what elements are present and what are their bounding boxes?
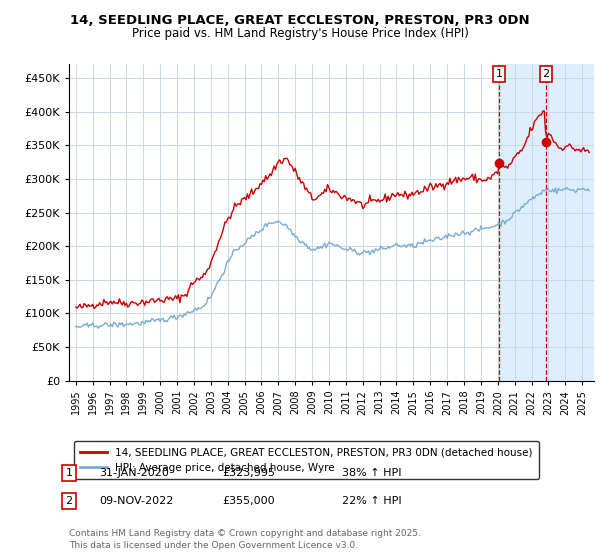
Text: 38% ↑ HPI: 38% ↑ HPI — [342, 468, 401, 478]
Text: 31-JAN-2020: 31-JAN-2020 — [99, 468, 169, 478]
Text: 2: 2 — [65, 496, 73, 506]
Text: 09-NOV-2022: 09-NOV-2022 — [99, 496, 173, 506]
Text: £355,000: £355,000 — [222, 496, 275, 506]
Text: Contains HM Land Registry data © Crown copyright and database right 2025.
This d: Contains HM Land Registry data © Crown c… — [69, 529, 421, 550]
Text: 1: 1 — [496, 69, 503, 79]
Text: 1: 1 — [65, 468, 73, 478]
Bar — [499, 64, 600, 381]
Legend: 14, SEEDLING PLACE, GREAT ECCLESTON, PRESTON, PR3 0DN (detached house), HPI: Ave: 14, SEEDLING PLACE, GREAT ECCLESTON, PRE… — [74, 441, 539, 479]
Text: Price paid vs. HM Land Registry's House Price Index (HPI): Price paid vs. HM Land Registry's House … — [131, 27, 469, 40]
Text: 22% ↑ HPI: 22% ↑ HPI — [342, 496, 401, 506]
Text: £323,995: £323,995 — [222, 468, 275, 478]
Text: 2: 2 — [542, 69, 550, 79]
Text: 14, SEEDLING PLACE, GREAT ECCLESTON, PRESTON, PR3 0DN: 14, SEEDLING PLACE, GREAT ECCLESTON, PRE… — [70, 14, 530, 27]
